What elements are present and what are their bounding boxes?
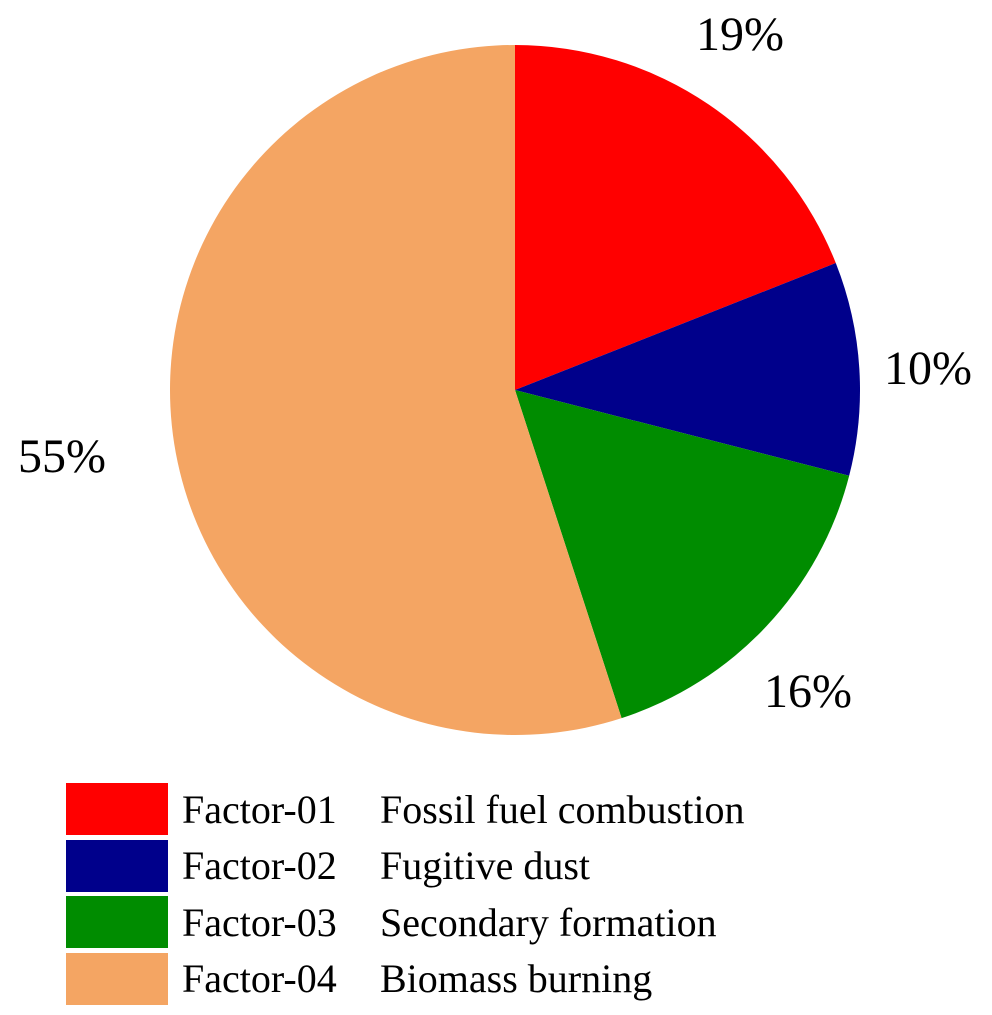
pie-chart-canvas: 19% 10% 16% 55% [18,8,972,735]
legend-label: Biomass burning [380,956,653,1002]
legend-code: Factor-02 [182,843,337,889]
legend: Factor-01 Fossil fuel combustion Factor-… [66,781,966,1007]
pie-slice-factor-01 [515,45,836,390]
legend-item-factor-01: Factor-01 Fossil fuel combustion [66,781,966,838]
legend-item-factor-02: Factor-02 Fugitive dust [66,838,966,895]
legend-label: Fugitive dust [380,843,591,889]
legend-swatch-factor-01 [66,783,168,836]
pie-slices [170,45,861,735]
legend-item-factor-03: Factor-03 Secondary formation [66,894,966,951]
pie-slice-factor-02 [515,262,861,476]
legend-code: Factor-03 [182,899,337,945]
pie-slice-label-factor-01: 19% [696,8,784,61]
pie-slice-factor-03 [515,390,850,719]
legend-label: Secondary formation [380,899,717,945]
pie-slice-factor-04 [170,45,622,735]
legend-swatch-factor-04 [66,952,168,1005]
pie-slice-label-factor-02: 10% [884,342,972,395]
legend-code: Factor-01 [182,786,337,832]
legend-label: Fossil fuel combustion [380,786,745,832]
legend-item-factor-04: Factor-04 Biomass burning [66,951,966,1008]
legend-code: Factor-04 [182,956,337,1002]
pie-labels: 19% 10% 16% 55% [18,8,972,718]
pie-slice-label-factor-04: 55% [18,430,106,483]
legend-swatch-factor-03 [66,896,168,949]
pie-slice-label-factor-03: 16% [764,665,852,718]
legend-swatch-factor-02 [66,839,168,892]
